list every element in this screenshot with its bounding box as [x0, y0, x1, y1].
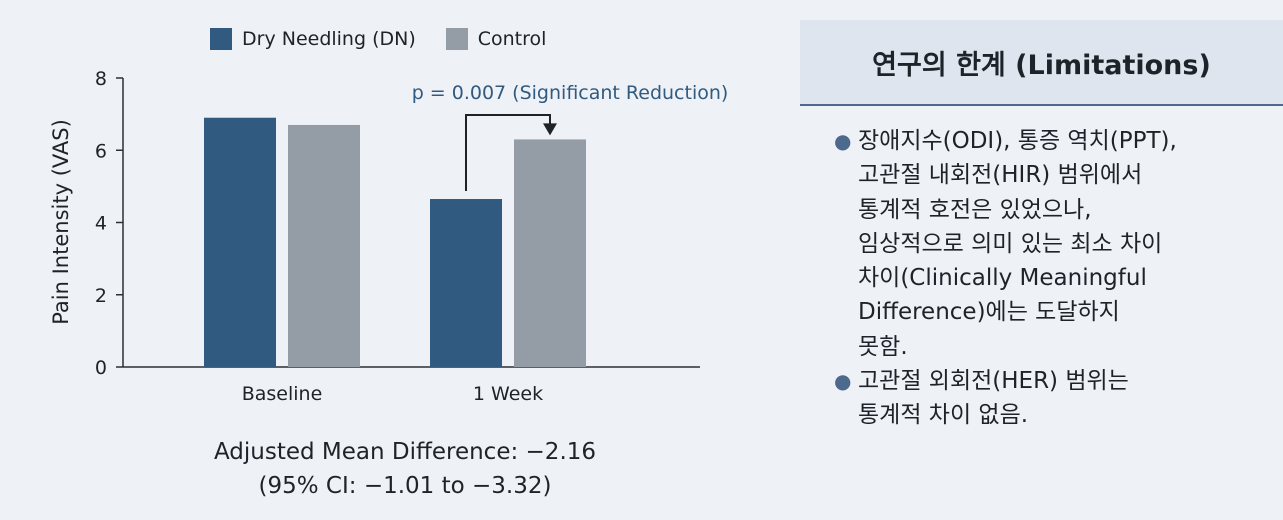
limitation-line: 장애지수(ODI), 통증 역치(PPT),	[858, 128, 1177, 154]
limitation-line: 통계적 호전은 있었으나,	[858, 196, 1092, 223]
y-axis-label: Pain Intensity (VAS)	[49, 119, 73, 325]
x-tick-label: 1 Week	[473, 383, 543, 405]
limitation-line: 통계적 차이 없음.	[858, 402, 1029, 429]
significance-label: p = 0.007 (Significant Reduction)	[412, 82, 729, 104]
adjusted-mean-difference: Adjusted Mean Difference: −2.16	[213, 439, 597, 465]
y-tick-label: 2	[95, 285, 107, 307]
bar-control-0	[288, 124, 360, 368]
chart-axes: 0 2 4 6 8 Pain Intensity (VAS) Baseline 1 Week	[49, 68, 700, 405]
bar-dn-0	[204, 117, 276, 367]
limitation-line: Difference)에는 도달하지	[858, 299, 1120, 326]
y-tick-label: 0	[95, 357, 107, 379]
limitation-line: 고관절 외회전(HER) 범위는	[858, 368, 1129, 395]
bullet-icon: ●	[834, 369, 852, 394]
confidence-interval: (95% CI: −1.01 to −3.32)	[258, 473, 552, 499]
bullet-icon: ●	[834, 129, 852, 153]
y-tick-label: 4	[95, 213, 107, 235]
limitations-panel: 연구의 한계 (Limitations) ● 장애지수(ODI), 통증 역치(…	[800, 20, 1283, 520]
limitation-line: 차이(Clinically Meaningful	[858, 265, 1147, 292]
chart-legend: Dry Needling (DN) Control	[210, 28, 576, 50]
legend-item-dn: Dry Needling (DN)	[210, 28, 416, 50]
arrow-down-icon	[543, 123, 557, 136]
x-tick-label: Baseline	[242, 383, 323, 405]
legend-swatch-control	[445, 28, 468, 50]
legend-item-control: Control	[445, 28, 547, 50]
y-tick-label: 8	[95, 68, 107, 90]
bar-dn-1	[430, 199, 502, 367]
significance-bracket	[465, 114, 551, 192]
limitations-list: ● 장애지수(ODI), 통증 역치(PPT), 고관절 내회전(HIR) 범위…	[800, 124, 1283, 433]
legend-label-control: Control	[477, 28, 547, 50]
significance-annotation: p = 0.007 (Significant Reduction)	[412, 82, 729, 192]
legend-label-dn: Dry Needling (DN)	[242, 28, 416, 50]
bar-control-1	[514, 139, 586, 367]
limitation-line: 못함.	[858, 333, 908, 360]
chart-bars	[204, 117, 586, 368]
y-tick-label: 6	[95, 140, 107, 162]
limitation-line: 임상적으로 의미 있는 최소 차이	[858, 230, 1163, 257]
limitation-item: ● 장애지수(ODI), 통증 역치(PPT), 고관절 내회전(HIR) 범위…	[834, 124, 1283, 364]
limitation-item: ● 고관절 외회전(HER) 범위는 통계적 차이 없음.	[834, 364, 1283, 433]
limitations-title: 연구의 한계 (Limitations)	[800, 20, 1283, 106]
legend-swatch-dn	[210, 28, 232, 50]
limitation-line: 고관절 내회전(HIR) 범위에서	[858, 162, 1143, 189]
